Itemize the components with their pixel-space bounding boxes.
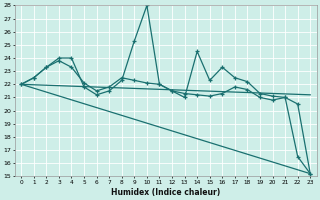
X-axis label: Humidex (Indice chaleur): Humidex (Indice chaleur): [111, 188, 220, 197]
